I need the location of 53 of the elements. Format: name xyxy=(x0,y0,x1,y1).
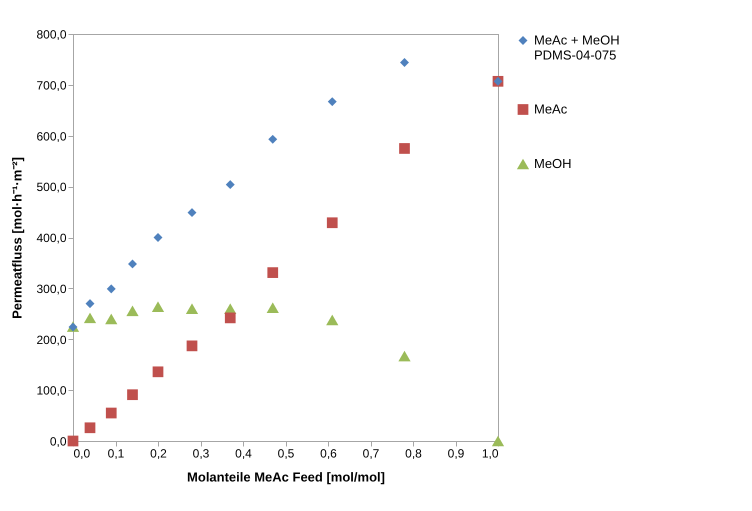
point xyxy=(266,302,279,314)
x-tick-label: 1,0 xyxy=(482,446,499,460)
point xyxy=(399,143,410,154)
x-tick-label: 0,1 xyxy=(108,446,125,460)
point xyxy=(398,350,411,362)
point xyxy=(128,259,137,268)
x-tick-label: 0,2 xyxy=(150,446,168,460)
point xyxy=(105,314,118,324)
point xyxy=(226,180,235,190)
y-tick-label: 600,0 xyxy=(36,129,67,144)
point xyxy=(186,303,198,314)
legend-label: MeOH xyxy=(534,156,572,171)
point xyxy=(188,208,196,218)
y-tick-label: 700,0 xyxy=(36,78,67,92)
x-tick-label: 0,3 xyxy=(192,446,210,460)
x-axis-title: Molanteile MeAc Feed [mol/mol] xyxy=(187,470,385,484)
point xyxy=(268,134,278,144)
point xyxy=(328,97,337,106)
x-tick-label: 0,9 xyxy=(448,446,465,460)
legend-label: MeAc xyxy=(534,102,568,116)
point xyxy=(126,305,139,316)
point xyxy=(68,436,78,446)
point xyxy=(224,312,236,324)
point xyxy=(154,233,162,242)
y-tick-label: 200,0 xyxy=(36,332,67,347)
y-tick-label: 800,0 xyxy=(36,28,67,42)
point xyxy=(267,267,278,278)
x-tick-label: 0,4 xyxy=(235,446,252,460)
point xyxy=(152,366,164,378)
point xyxy=(492,436,504,446)
y-tick-label: 0,0 xyxy=(50,434,67,448)
y-tick-label: 500,0 xyxy=(36,180,67,194)
point xyxy=(186,340,198,352)
point xyxy=(326,314,338,326)
point xyxy=(86,299,94,308)
point xyxy=(84,312,96,324)
point xyxy=(400,58,409,67)
y-axis-title: Permeatfluss [mol·h⁻¹·m⁻²] xyxy=(9,157,24,319)
y-tick-label: 300,0 xyxy=(36,282,67,296)
x-tick-label: 0,5 xyxy=(278,446,295,460)
x-tick-label: 0,6 xyxy=(320,446,338,460)
point xyxy=(106,408,117,418)
point xyxy=(127,389,138,400)
point xyxy=(152,301,164,312)
point xyxy=(106,284,116,294)
x-tick-label: 0,7 xyxy=(362,446,380,460)
point xyxy=(326,217,338,228)
legend-label: MeAc + MeOH PDMS-04-075 xyxy=(534,32,620,62)
x-tick-label: 0,0 xyxy=(74,446,91,460)
x-tick-label: 0,8 xyxy=(405,446,422,460)
y-tick-label: 100,0 xyxy=(36,384,67,398)
point xyxy=(84,422,96,434)
y-tick-label: 400,0 xyxy=(36,231,67,245)
